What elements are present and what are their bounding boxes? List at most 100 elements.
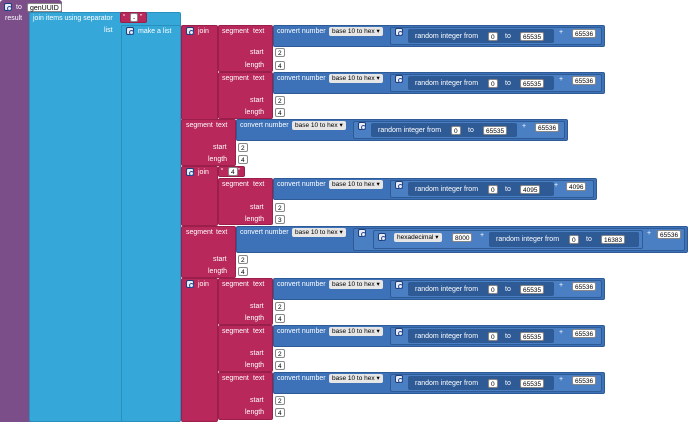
random-from-field[interactable]: 0	[488, 332, 498, 341]
segment-label: segment	[222, 281, 249, 288]
segment-block[interactable]	[218, 72, 273, 119]
random-from-field[interactable]: 0	[488, 185, 498, 194]
separator-value[interactable]: -	[130, 13, 139, 22]
segment-block[interactable]	[181, 226, 236, 278]
join-gear-icon[interactable]	[186, 168, 194, 176]
random-label: random integer from	[415, 80, 479, 87]
add-gear-icon[interactable]	[395, 181, 403, 189]
add-gear-icon[interactable]	[395, 328, 403, 336]
base-dropdown[interactable]: base 10 to hex ▾	[329, 180, 383, 189]
join-block-2[interactable]	[181, 166, 218, 226]
add-gear-icon[interactable]	[395, 281, 403, 289]
hexadecimal-value-field[interactable]: 8000	[452, 233, 473, 242]
hexadecimal-dropdown[interactable]: hexadecimal ▾	[394, 233, 442, 242]
add-gear-icon[interactable]	[395, 375, 403, 383]
convert-label: convert number	[240, 122, 289, 129]
add-value-field[interactable]: 65536	[535, 123, 560, 132]
add-gear-icon[interactable]	[395, 75, 403, 83]
length-field[interactable]: 4	[275, 314, 285, 323]
text-literal-value[interactable]: 4	[228, 167, 238, 176]
random-to-field[interactable]: 65535	[483, 126, 508, 135]
length-field[interactable]: 4	[275, 361, 285, 370]
plus-label: +	[554, 182, 559, 189]
random-from-field[interactable]: 0	[488, 32, 498, 41]
random-to-field[interactable]: 4095	[520, 185, 541, 194]
convert-label: convert number	[277, 281, 326, 288]
random-from-field[interactable]: 0	[488, 285, 498, 294]
add-value-field[interactable]: 65536	[572, 76, 597, 85]
segment-label: segment	[186, 122, 213, 129]
random-from-field[interactable]: 0	[569, 235, 579, 244]
add-value-field[interactable]: 65536	[572, 282, 597, 291]
to-label: to	[505, 186, 511, 193]
length-label: length	[245, 409, 265, 416]
add-gear-icon[interactable]	[378, 233, 386, 241]
add-value-field[interactable]: 65536	[572, 376, 597, 385]
join-gear-icon[interactable]	[186, 27, 194, 35]
segment-block[interactable]	[218, 25, 273, 72]
start-field[interactable]: 2	[275, 302, 285, 311]
join-block-1[interactable]	[181, 25, 218, 120]
random-to-field[interactable]: 16383	[601, 235, 626, 244]
text-label: text	[253, 328, 265, 335]
join-label: join	[198, 169, 209, 176]
separator-open-quote: “	[123, 14, 126, 21]
random-label: random integer from	[415, 380, 479, 387]
make-list-gear-icon[interactable]	[126, 27, 134, 35]
start-field[interactable]: 2	[275, 203, 285, 212]
add-value-field[interactable]: 65536	[572, 29, 597, 38]
random-from-field[interactable]: 0	[451, 126, 461, 135]
base-dropdown[interactable]: base 10 to hex ▾	[329, 280, 383, 289]
random-from-field[interactable]: 0	[488, 379, 498, 388]
segment-block[interactable]	[218, 278, 273, 325]
length-field[interactable]: 4	[275, 408, 285, 417]
base-dropdown[interactable]: base 10 to hex ▾	[329, 327, 383, 336]
add-gear-icon[interactable]	[358, 122, 366, 130]
start-field[interactable]: 2	[275, 96, 285, 105]
make-a-list-block[interactable]	[121, 25, 181, 422]
start-field[interactable]: 2	[275, 349, 285, 358]
random-to-field[interactable]: 65535	[520, 285, 545, 294]
plus-label: +	[559, 282, 564, 289]
add-value-field[interactable]: 65536	[657, 230, 682, 239]
segment-block[interactable]	[218, 372, 273, 420]
segment-block[interactable]	[218, 325, 273, 372]
segment-block[interactable]	[181, 119, 236, 166]
start-field[interactable]: 2	[275, 48, 285, 57]
length-field[interactable]: 4	[238, 155, 248, 164]
close-quote: ”	[238, 168, 241, 175]
add-value-field[interactable]: 65536	[572, 329, 597, 338]
length-field[interactable]: 4	[238, 267, 248, 276]
random-to-field[interactable]: 65535	[520, 379, 545, 388]
add-gear-icon[interactable]	[395, 28, 403, 36]
start-field[interactable]: 2	[238, 255, 248, 264]
plus-label: +	[522, 123, 527, 130]
length-field[interactable]: 4	[275, 108, 285, 117]
procedure-name-field[interactable]: genUUID	[27, 3, 62, 12]
start-field[interactable]: 2	[238, 143, 248, 152]
random-to-field[interactable]: 65535	[520, 32, 545, 41]
start-label: start	[250, 204, 264, 211]
base-dropdown[interactable]: base 10 to hex ▾	[329, 27, 383, 36]
base-dropdown[interactable]: base 10 to hex ▾	[329, 74, 383, 83]
length-field[interactable]: 3	[275, 215, 285, 224]
add-gear-icon[interactable]	[358, 229, 366, 237]
to-label: to	[505, 380, 511, 387]
base-dropdown[interactable]: base 10 to hex ▾	[292, 228, 346, 237]
start-label: start	[213, 144, 227, 151]
mutator-gear-icon[interactable]	[4, 3, 12, 11]
text-label: text	[253, 375, 265, 382]
base-dropdown[interactable]: base 10 to hex ▾	[329, 374, 383, 383]
base-dropdown[interactable]: base 10 to hex ▾	[292, 121, 346, 130]
join-block-3[interactable]	[181, 278, 218, 422]
add-value-field[interactable]: 4096	[566, 182, 587, 191]
random-from-field[interactable]: 0	[488, 79, 498, 88]
segment-block[interactable]	[218, 178, 273, 225]
text-label: text	[253, 281, 265, 288]
join-gear-icon[interactable]	[186, 280, 194, 288]
text-label: text	[253, 75, 265, 82]
random-to-field[interactable]: 65535	[520, 79, 545, 88]
length-field[interactable]: 4	[275, 61, 285, 70]
random-to-field[interactable]: 65535	[520, 332, 545, 341]
start-field[interactable]: 2	[275, 396, 285, 405]
